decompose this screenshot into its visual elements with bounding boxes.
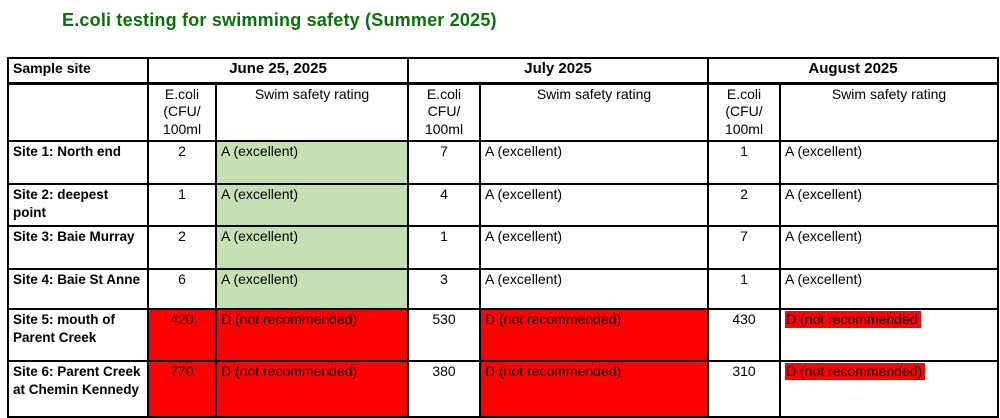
ecoli-value-cell: 380 <box>407 360 482 418</box>
swim-rating-header-july: Swim safety rating <box>479 82 710 142</box>
swim-rating-cell: A (excellent) <box>479 183 710 227</box>
swim-rating-cell: D (not recommended) <box>214 360 410 418</box>
table-row: Site 5: mouth of Parent Creek 420 D (not r… <box>7 308 1000 362</box>
site-cell: Site 6: Parent Creek at Chemin Kennedy <box>7 360 149 418</box>
ecoli-value-cell: 430 <box>707 308 782 362</box>
ecoli-value-cell: 1 <box>707 268 782 310</box>
ecoli-value-cell: 7 <box>407 140 482 185</box>
site-cell: Site 2: deepest point <box>7 183 149 227</box>
table-row: Site 2: deepest point 1 A (excellent) 4 A (e… <box>7 183 1000 227</box>
swim-rating-cell: A (excellent) <box>479 140 710 185</box>
table-row: Site 6: Parent Creek at Chemin Kennedy 77… <box>7 360 1000 418</box>
table-row: Site 1: North end 2 A (excellent) 7 A (excel… <box>7 140 1000 185</box>
highlighted-rating-text: D (not recommended <box>785 311 921 328</box>
swim-rating-cell: D (not recommended) <box>779 360 1000 418</box>
ecoli-value-cell: 6 <box>147 268 217 310</box>
empty-corner-cell <box>7 82 149 142</box>
ecoli-value-cell: 1 <box>707 140 782 185</box>
page-title: E.coli testing for swimming safety (Summ… <box>62 10 497 30</box>
swim-rating-cell: A (excellent) <box>479 268 710 310</box>
ecoli-units-header-july: E.coli CFU/ 100ml <box>407 82 482 142</box>
swim-rating-cell: A (excellent) <box>779 225 1000 270</box>
ecoli-value-cell: 530 <box>407 308 482 362</box>
swim-rating-cell: D (not recommended) <box>479 360 710 418</box>
swim-rating-cell: D (not recommended) <box>214 308 410 362</box>
ecoli-value-cell: 2 <box>707 183 782 227</box>
swim-rating-header-june: Swim safety rating <box>214 82 410 142</box>
ecoli-value-cell: 1 <box>407 225 482 270</box>
table-body: Site 1: North end 2 A (excellent) 7 A (excel… <box>7 140 1000 418</box>
month-header-august: August 2025 <box>707 57 1000 85</box>
highlighted-rating-text: D (not recommended) <box>785 363 926 380</box>
swim-rating-cell: A (excellent) <box>214 268 410 310</box>
ecoli-value-cell: 1 <box>147 183 217 227</box>
swim-rating-cell: A (excellent) <box>479 225 710 270</box>
month-header-june: June 25, 2025 <box>146 57 410 85</box>
swim-rating-cell: A (excellent) <box>779 268 1000 310</box>
table-row: Site 3: Baie Murray 2 A (excellent) 1 A (exc… <box>7 225 1000 270</box>
site-cell: Site 3: Baie Murray <box>7 225 149 270</box>
ecoli-units-header-june: E.coli (CFU/ 100ml <box>147 82 217 142</box>
table-row: Site 4: Baie St Anne 6 A (excellent) 3 A (ex… <box>7 268 1000 310</box>
site-cell: Site 4: Baie St Anne <box>7 268 149 310</box>
swim-rating-cell: A (excellent) <box>214 140 410 185</box>
ecoli-value-cell: 3 <box>407 268 482 310</box>
month-header-july: July 2025 <box>407 57 710 85</box>
ecoli-value-cell: 2 <box>147 225 217 270</box>
swim-rating-cell: A (excellent) <box>779 140 1000 185</box>
swim-rating-cell: A (excellent) <box>779 183 1000 227</box>
ecoli-value-cell: 4 <box>407 183 482 227</box>
ecoli-units-header-august: E.coli (CFU/ 100ml <box>707 82 782 142</box>
ecoli-value-cell: 420 <box>147 308 217 362</box>
swim-rating-cell: D (not recommended <box>779 308 1000 362</box>
swim-rating-cell: D (not recommended) <box>479 308 710 362</box>
swim-rating-cell: A (excellent) <box>214 225 410 270</box>
ecoli-value-cell: 7 <box>707 225 782 270</box>
sample-site-header: Sample site <box>7 57 149 85</box>
ecoli-value-cell: 2 <box>147 140 217 185</box>
site-cell: Site 5: mouth of Parent Creek <box>7 308 149 362</box>
ecoli-value-cell: 770 <box>147 360 217 418</box>
site-cell: Site 1: North end <box>7 140 149 185</box>
month-header-row: Sample site June 25, 2025 July 2025 Augu… <box>7 57 1000 85</box>
swim-rating-cell: A (excellent) <box>214 183 410 227</box>
ecoli-results-table: Sample site June 25, 2025 July 2025 Augu… <box>7 57 1000 418</box>
ecoli-value-cell: 310 <box>707 360 782 418</box>
swim-rating-header-august: Swim safety rating <box>779 82 1000 142</box>
sub-header-row: E.coli (CFU/ 100ml Swim safety rating E.… <box>7 82 1000 142</box>
